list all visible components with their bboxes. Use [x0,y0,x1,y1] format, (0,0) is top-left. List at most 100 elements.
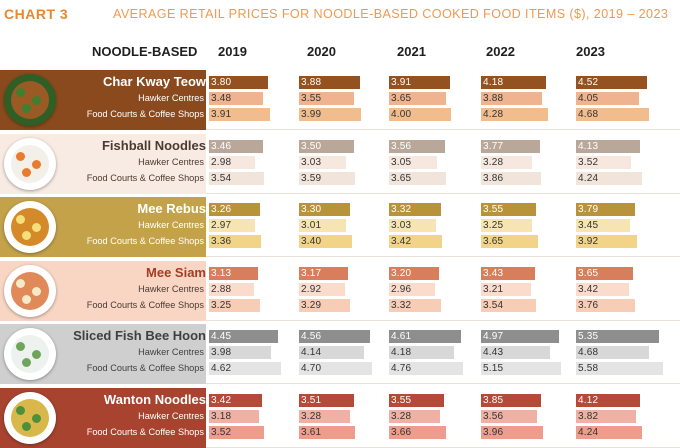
bar-char-kway-teow-hawker-2019: 3.48 [209,92,264,105]
bar-value-label: 3.21 [483,283,504,295]
bar-value-label: 3.54 [483,299,504,311]
bar-value-label: 3.28 [301,410,322,422]
bar-sliced-fish-bee-hoon-overall-2023: 5.35 [576,330,660,343]
bar-mee-siam-food-court-2021: 3.32 [389,298,441,312]
bar-value-label: 3.01 [301,220,322,231]
dish-food-icon [11,208,49,246]
bar-mee-rebus-overall-2021: 3.32 [389,203,441,216]
bar-sliced-fish-bee-hoon-food-court-2021: 4.76 [389,362,464,375]
garnish-icon [32,286,41,296]
bar-sliced-fish-bee-hoon-food-court-2020: 4.70 [299,362,373,375]
bar-wanton-noodles-overall-2023: 4.12 [576,393,641,407]
bar-mee-siam-food-court-2023: 3.76 [576,298,635,312]
bar-value-label: 3.43 [483,267,504,279]
garnish-icon [16,342,25,351]
year-header-2021: 2021 [397,44,426,59]
bar-value-label: 4.62 [211,363,232,374]
group-separator [206,256,680,257]
bar-value-label: 4.12 [578,394,599,406]
dish-label-band [0,70,206,130]
bar-value-label: 3.56 [483,410,504,422]
bar-value-label: 3.77 [483,140,504,152]
bar-value-label: 4.68 [578,347,599,358]
bar-value-label: 4.70 [301,363,322,374]
dish-name-label: Sliced Fish Bee Hoon [73,328,206,343]
bar-value-label: 3.55 [483,204,504,215]
bar-value-label: 3.42 [211,394,232,406]
bar-mee-rebus-overall-2023: 3.79 [576,203,636,216]
bar-value-label: 3.28 [391,410,412,422]
category-column-header: NOODLE-BASED [92,44,198,59]
dish-food-icon [11,335,49,373]
bar-sliced-fish-bee-hoon-hawker-2020: 4.14 [299,346,364,359]
bar-fishball-noodles-hawker-2021: 3.05 [389,155,437,169]
bar-value-label: 4.24 [578,426,599,438]
bar-wanton-noodles-hawker-2021: 3.28 [389,409,441,423]
chart-title: CHART 3 AVERAGE RETAIL PRICES FOR NOODLE… [0,6,680,26]
bar-value-label: 3.66 [391,426,412,438]
bar-value-label: 3.86 [483,172,504,184]
bar-mee-siam-food-court-2022: 3.54 [481,298,537,312]
bar-value-label: 3.25 [483,220,504,231]
bar-value-label: 3.79 [578,204,599,215]
garnish-icon [22,104,31,113]
bar-value-label: 3.42 [391,236,412,247]
bar-value-label: 4.14 [301,347,322,358]
bar-value-label: 3.65 [578,267,599,279]
bar-value-label: 4.18 [391,347,412,358]
bar-value-label: 3.55 [301,93,322,104]
bar-wanton-noodles-hawker-2019: 3.18 [209,409,259,423]
bar-value-label: 3.36 [211,236,232,247]
bar-mee-siam-overall-2019: 3.13 [209,266,258,280]
bar-value-label: 4.05 [578,93,599,104]
bar-value-label: 3.82 [578,410,599,422]
sub-label-food-courts-and-coffee-shops: Food Courts & Coffee Shops [86,363,204,373]
bar-fishball-noodles-overall-2021: 3.56 [389,139,445,153]
garnish-icon [32,96,41,105]
bar-value-label: 3.20 [391,267,412,279]
bar-fishball-noodles-hawker-2020: 3.03 [299,155,347,169]
bar-wanton-noodles-food-court-2023: 4.24 [576,425,643,439]
bar-value-label: 3.32 [391,204,412,215]
bar-char-kway-teow-food-court-2020: 3.99 [299,108,362,121]
sub-label-food-courts-and-coffee-shops: Food Courts & Coffee Shops [86,172,204,183]
group-separator [206,383,680,384]
bar-value-label: 3.46 [211,140,232,152]
noodle-group-char-kway-teow: Char Kway Teow Hawker Centres Food Courts … [0,70,680,130]
bar-value-label: 3.76 [578,299,599,311]
dish-plate-icon [4,74,56,126]
bar-value-label: 3.52 [211,426,232,438]
bar-char-kway-teow-overall-2021: 3.91 [389,76,450,89]
bar-value-label: 3.55 [391,394,412,406]
bar-mee-rebus-hawker-2019: 2.97 [209,219,256,232]
bar-value-label: 3.91 [211,109,232,120]
garnish-icon [22,294,31,304]
bar-value-label: 3.30 [301,204,322,215]
dish-label-band [0,260,206,321]
bar-value-label: 3.99 [301,109,322,120]
bar-value-label: 4.28 [483,109,504,120]
bar-mee-rebus-food-court-2019: 3.36 [209,235,262,248]
bar-mee-rebus-hawker-2023: 3.45 [576,219,630,232]
bar-value-label: 3.05 [391,156,412,168]
bar-value-label: 5.58 [578,363,599,374]
year-header-2020: 2020 [307,44,336,59]
bar-mee-rebus-overall-2020: 3.30 [299,203,351,216]
bar-value-label: 4.18 [483,77,504,88]
bar-value-label: 4.97 [483,331,504,342]
bar-value-label: 3.98 [211,347,232,358]
garnish-icon [22,167,31,177]
garnish-icon [16,405,25,415]
bar-value-label: 3.65 [391,93,412,104]
bar-value-label: 3.25 [211,299,232,311]
bar-value-label: 4.68 [578,109,599,120]
bar-value-label: 4.76 [391,363,412,374]
bar-value-label: 3.85 [483,394,504,406]
bar-mee-rebus-food-court-2022: 3.65 [481,235,538,248]
bar-value-label: 3.65 [391,172,412,184]
bar-fishball-noodles-food-court-2019: 3.54 [209,171,265,185]
bar-mee-siam-overall-2020: 3.17 [299,266,349,280]
dish-label-band [0,133,206,194]
bar-mee-siam-overall-2023: 3.65 [576,266,633,280]
bar-fishball-noodles-hawker-2022: 3.28 [481,155,533,169]
